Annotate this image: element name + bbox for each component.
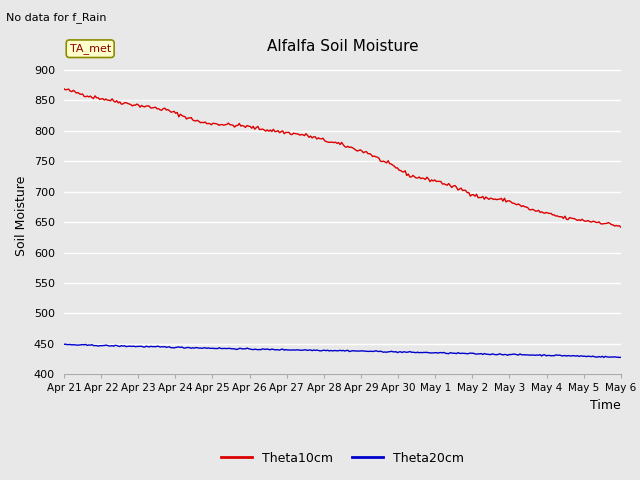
Title: Alfalfa Soil Moisture: Alfalfa Soil Moisture [267, 39, 418, 54]
X-axis label: Time: Time [590, 399, 621, 412]
Legend: Theta10cm, Theta20cm: Theta10cm, Theta20cm [216, 446, 469, 469]
Text: TA_met: TA_met [70, 43, 111, 54]
Text: No data for f_Rain: No data for f_Rain [6, 12, 107, 23]
Y-axis label: Soil Moisture: Soil Moisture [15, 176, 28, 256]
